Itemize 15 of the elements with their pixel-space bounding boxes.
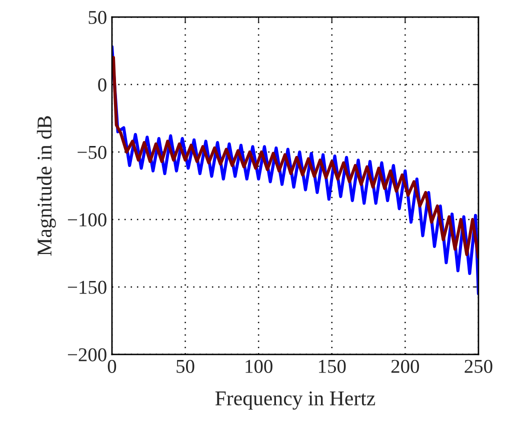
x-tick-label: 200	[391, 360, 420, 373]
x-tick-label: 50	[176, 360, 194, 373]
y-tick-label: −100	[68, 213, 106, 226]
y-tick-label: 0	[98, 78, 106, 92]
y-axis-title: Magnitude in dB	[36, 116, 56, 256]
x-tick-label: 100	[246, 360, 272, 373]
y-tick-label: −150	[68, 280, 106, 294]
x-tick-label: 250	[464, 360, 492, 373]
y-tick-label: 50	[88, 10, 106, 24]
y-tick-label: −50	[78, 146, 106, 159]
line-series	[112, 56, 478, 259]
x-tick-label: 150	[318, 360, 346, 373]
x-tick-label: 0	[108, 360, 116, 373]
y-tick-label: −200	[68, 348, 106, 362]
x-axis-title: Frequency in Hertz	[215, 391, 376, 410]
